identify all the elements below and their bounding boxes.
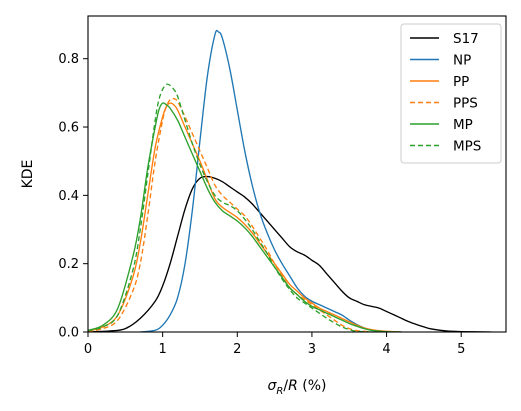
y-tick-label: 0.0 xyxy=(58,326,79,341)
legend-box xyxy=(400,23,502,164)
x-tick-label: 4 xyxy=(382,342,390,357)
ticks-layer: 0 1 2 3 4 5 0.0 0.2 0.4 0.6 0.8 xyxy=(58,52,465,357)
legend-label-pp: PP xyxy=(453,74,469,90)
legend-label-mp: MP xyxy=(453,117,473,133)
plot-frame xyxy=(87,15,507,333)
series-lines xyxy=(88,29,492,332)
x-tick-label: 0 xyxy=(84,342,92,357)
x-tick-label: 5 xyxy=(457,342,465,357)
x-tick-label: 3 xyxy=(308,342,316,357)
legend: S17 NP PP PPS MP MPS xyxy=(400,23,502,164)
series-layer xyxy=(88,29,492,332)
series-line-mps xyxy=(88,83,372,332)
series-line-np xyxy=(140,29,402,332)
y-tick-label: 0.6 xyxy=(58,121,79,136)
legend-label-np: NP xyxy=(453,53,471,69)
series-line-pp xyxy=(88,102,402,332)
x-tick-label: 1 xyxy=(159,342,167,357)
y-tick-label: 0.4 xyxy=(58,189,79,204)
series-line-mp xyxy=(88,102,402,332)
x-axis-label: σR/R (%) xyxy=(268,378,327,397)
x-tick-label: 2 xyxy=(233,342,241,357)
legend-label-mps: MPS xyxy=(453,139,481,155)
legend-label-s17: S17 xyxy=(453,31,479,47)
y-tick-label: 0.2 xyxy=(58,257,79,272)
legend-label-pps: PPS xyxy=(453,96,478,112)
y-tick-label: 0.8 xyxy=(58,52,79,67)
series-line-pps xyxy=(88,97,372,332)
y-axis-label: KDE xyxy=(20,160,36,189)
series-line-s17 xyxy=(88,175,492,332)
